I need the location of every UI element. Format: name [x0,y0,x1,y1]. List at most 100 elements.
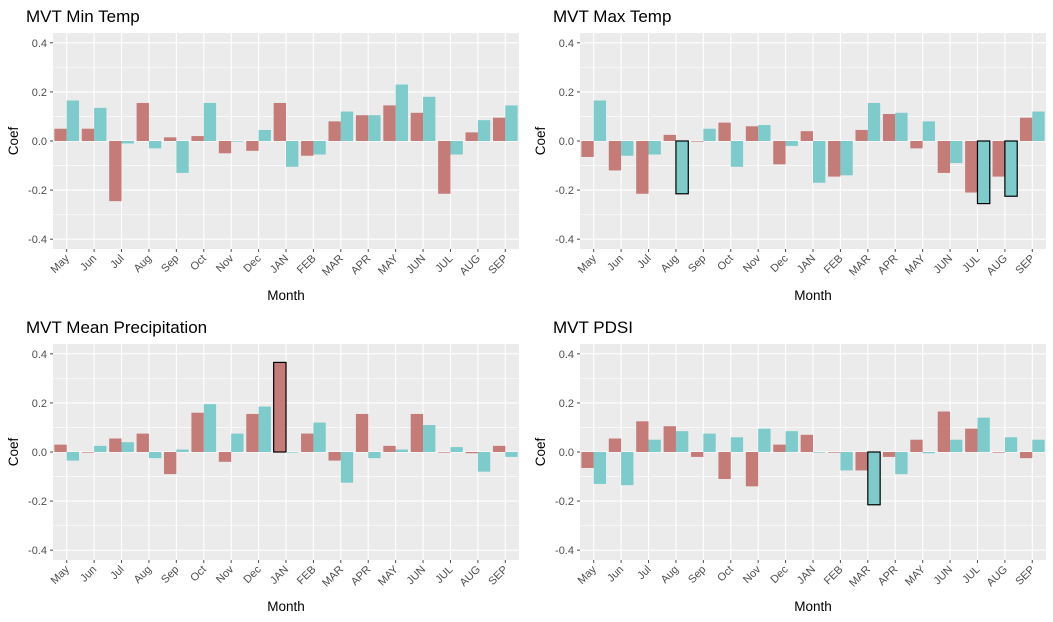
x-tick-label: AUG [458,253,483,278]
x-tick-label: JAN [795,253,818,276]
bar-series-2-MAR [867,451,881,506]
bar-series-2-JUL [976,140,991,205]
x-tick-label: Sep [159,253,181,275]
y-tick-label: 0.2 [32,398,47,410]
bar-series-1-FEB [828,452,841,453]
x-tick-label: AUG [458,564,483,589]
y-tick-label: 0.0 [559,136,574,148]
bar-series-2-Jul [121,141,134,144]
chart-panel-max-temp: MVT Max Temp 0.4 0.2 0.0 -0.2 -0.4 May Jun Jul Au… [527,0,1053,311]
chart-panel-pdsi: MVT PDSI 0.4 0.2 0.0 -0.2 -0.4 May Jun Jul Aug Sep… [527,311,1053,622]
bar-series-1-Sep [691,141,704,142]
bar-series-2-May [66,100,80,141]
bar-series-1-AUG [465,132,478,141]
bar-series-1-Sep [164,137,177,141]
chart-title: MVT PDSI [553,318,633,337]
bar-series-1-FEB [301,433,314,452]
bar-series-1-Nov [218,141,232,154]
bar-series-2-AUG [477,120,491,141]
bar-series-2-Sep [176,449,189,452]
bar-series-2-JAN [813,452,826,453]
bar-series-2-Jun [621,141,634,156]
y-axis-label: Coef [6,438,21,467]
y-tick-label: 0.4 [559,349,574,361]
bar-series-2-Nov [758,125,771,141]
bar-series-2-Nov [231,433,244,452]
bar-series-2-JUL [450,141,463,155]
x-tick-label: May [576,252,600,276]
x-tick-label: Aug [132,253,154,275]
bar-series-1-May [581,452,594,468]
bar-series-2-Dec [785,141,798,146]
bar-series-2-APR [368,115,381,141]
x-tick-label: Aug [659,253,681,275]
x-axis-label: Month [794,599,832,614]
x-tick-label: SEP [1013,564,1037,588]
x-tick-label: May [49,563,73,587]
bar-series-2-May [66,452,80,461]
bar-series-1-APR [355,115,369,141]
bar-series-1-JUN [410,112,424,141]
bar-series-1-MAR [328,452,341,461]
bar-series-2-Oct [730,437,744,452]
x-tick-label: Oct [715,564,736,585]
bar-series-2-MAR [867,102,881,141]
y-tick-label: 0.2 [32,87,47,99]
x-tick-label: JUN [932,253,956,277]
x-tick-label: JAN [795,564,818,587]
y-axis-label: Coef [533,127,548,156]
x-tick-label: JUN [405,564,429,588]
bar-series-1-JUL [438,452,451,453]
bar-series-1-Aug [663,134,676,141]
bar-series-2-Nov [231,141,244,142]
x-tick-label: Dec [768,252,791,275]
bar-series-1-Aug [136,433,149,452]
x-tick-label: MAY [376,563,401,588]
bar-series-2-MAY [395,84,408,141]
bar-series-2-JUL [977,417,990,452]
bar-series-1-AUG [992,452,1005,453]
bar-series-1-FEB [301,141,314,156]
bar-series-2-APR [368,452,381,459]
x-tick-label: Aug [659,564,681,586]
bar-series-2-SEP [1032,439,1045,452]
x-tick-label: Jul [108,253,126,271]
x-tick-label: MAY [903,252,928,277]
bar-series-2-MAY [922,121,935,141]
y-tick-label: -0.2 [28,185,47,197]
bar-series-1-JUN [410,413,424,452]
bar-series-2-MAY [395,449,408,452]
bar-series-2-FEB [840,452,853,471]
chart-panel-mean-precipitation: MVT Mean Precipitation 0.4 0.2 0.0 -0.2 -0.4 M… [0,311,526,622]
bar-series-2-Oct [203,404,217,452]
bar-series-1-Jul [109,141,122,202]
x-tick-label: FEB [295,564,319,588]
x-tick-label: MAR [847,253,873,279]
bar-series-1-Jul [636,141,649,194]
bar-series-2-SEP [1032,111,1045,141]
x-tick-label: APR [876,564,901,589]
chart-mean-precipitation: MVT Mean Precipitation0.40.20.0-0.2-0.4M… [6,318,519,614]
y-tick-label: -0.4 [555,234,574,246]
bar-series-1-Jul [636,421,649,452]
bar-series-1-Aug [136,102,149,141]
bar-series-2-FEB [840,141,853,176]
bar-series-1-SEP [1019,452,1033,459]
x-tick-label: Sep [159,564,181,586]
x-tick-label: Oct [188,564,209,585]
x-tick-label: Dec [241,563,264,586]
x-tick-label: May [576,563,600,587]
x-tick-label: JUN [405,253,429,277]
bar-series-1-Oct [718,122,731,141]
bar-series-1-JAN [800,434,813,452]
bar-series-2-AUG [1004,140,1018,197]
bar-series-1-JUL [965,428,978,452]
x-tick-label: MAR [320,564,346,590]
bar-series-2-JUN [423,96,436,141]
x-tick-label: MAY [903,563,928,588]
bar-series-1-Oct [191,136,204,141]
bar-series-1-SEP [492,445,506,452]
y-tick-label: -0.4 [555,545,574,557]
